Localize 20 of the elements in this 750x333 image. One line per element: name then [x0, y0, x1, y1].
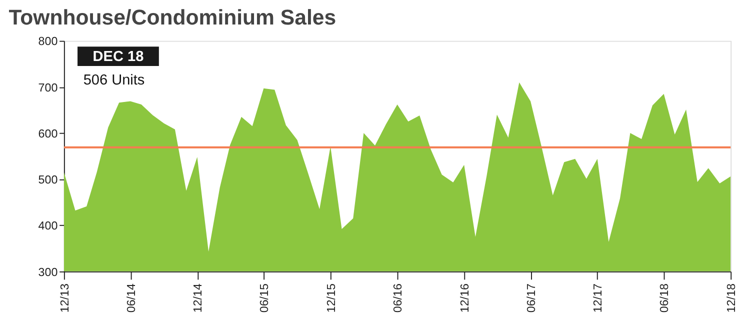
x-tick-label: 06/14 [124, 283, 138, 313]
y-tick-label: 600 [38, 127, 58, 140]
x-tick-label: 06/17 [524, 284, 538, 313]
x-tick-label: 06/18 [658, 284, 672, 313]
x-tick-label: 12/14 [192, 283, 205, 313]
x-tick-label: 06/16 [392, 284, 405, 313]
y-tick-label: 300 [38, 266, 58, 279]
x-tick-label: 12/16 [458, 284, 472, 313]
chart-title: Townhouse/Condominium Sales [8, 5, 336, 30]
x-tick-label: 12/15 [324, 284, 338, 313]
y-tick-label: 500 [38, 174, 58, 187]
x-tick-label: 12/13 [58, 284, 72, 313]
x-tick-label: 12/18 [724, 284, 738, 313]
y-tick-label: 700 [38, 81, 58, 94]
x-tick-label: 06/15 [258, 284, 272, 313]
annotation: 506 Units [83, 72, 145, 88]
y-tick-label: 400 [38, 220, 58, 233]
x-tick-label: 12/17 [592, 284, 605, 313]
y-tick-label: 800 [38, 35, 58, 48]
annotation: DEC 18 [92, 49, 144, 66]
